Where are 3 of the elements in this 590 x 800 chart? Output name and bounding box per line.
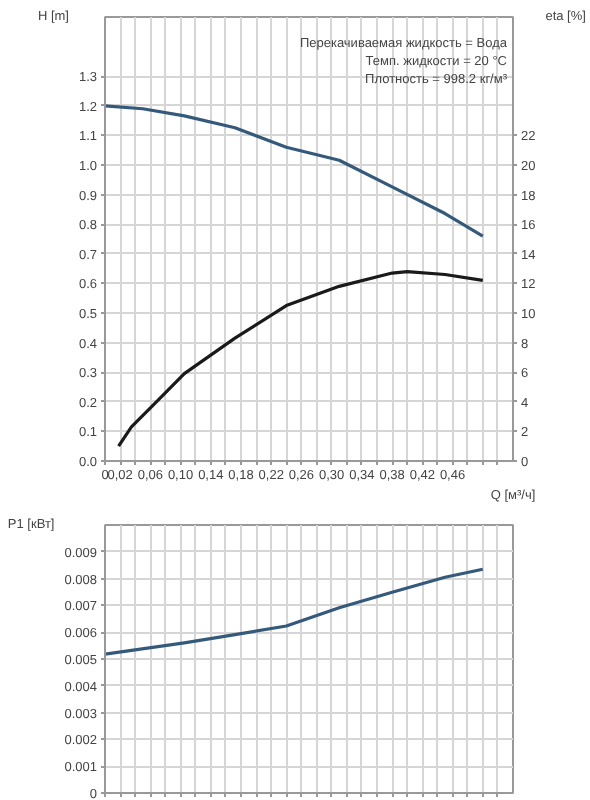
line-series <box>105 104 485 238</box>
line-series <box>117 269 485 448</box>
line-series <box>105 567 485 656</box>
